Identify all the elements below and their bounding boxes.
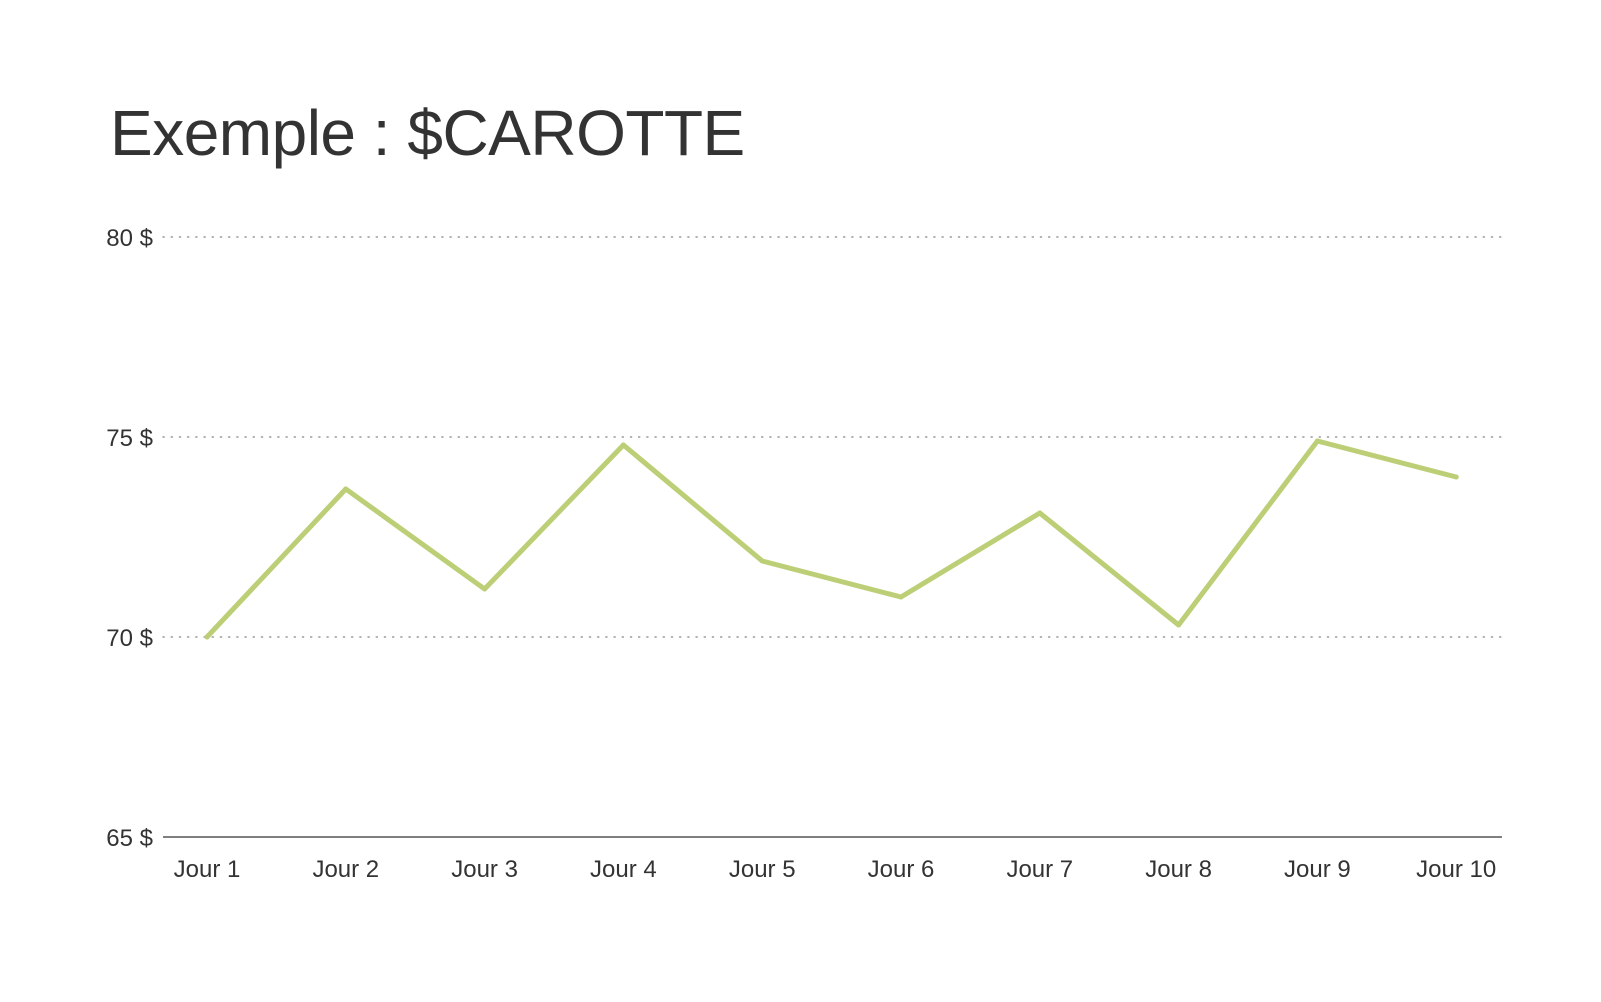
gridlines bbox=[162, 236, 1503, 838]
y-tick-label: 75 $ bbox=[106, 425, 153, 452]
data-point bbox=[620, 442, 626, 448]
data-point bbox=[1037, 510, 1043, 516]
data-point bbox=[1314, 438, 1320, 444]
y-axis: 65 $ 70 $ 75 $ 80 $ bbox=[106, 225, 153, 852]
x-tick-label: Jour 1 bbox=[174, 856, 241, 883]
x-tick-label: Jour 5 bbox=[729, 856, 796, 883]
data-point bbox=[204, 634, 210, 640]
x-tick-label: Jour 2 bbox=[312, 856, 379, 883]
data-point bbox=[1453, 474, 1459, 480]
chart-title: Exemple : $CAROTTE bbox=[110, 97, 745, 169]
data-point bbox=[759, 558, 765, 564]
x-tick-label: Jour 6 bbox=[868, 856, 935, 883]
y-tick-label: 80 $ bbox=[106, 225, 153, 252]
x-tick-label: Jour 7 bbox=[1006, 856, 1073, 883]
x-tick-label: Jour 8 bbox=[1145, 856, 1212, 883]
x-tick-label: Jour 9 bbox=[1284, 856, 1351, 883]
data-point bbox=[482, 586, 488, 592]
x-tick-label: Jour 3 bbox=[451, 856, 518, 883]
series-layer bbox=[204, 438, 1459, 640]
x-tick-label: Jour 10 bbox=[1416, 856, 1496, 883]
data-point bbox=[898, 594, 904, 600]
x-tick-label: Jour 4 bbox=[590, 856, 657, 883]
y-tick-label: 70 $ bbox=[106, 625, 153, 652]
data-point bbox=[343, 486, 349, 492]
x-axis: Jour 1 Jour 2 Jour 3 Jour 4 Jour 5 Jour 6 Jour… bbox=[174, 856, 1497, 883]
series-line bbox=[204, 438, 1459, 640]
y-tick-label: 65 $ bbox=[106, 825, 153, 852]
data-point bbox=[1176, 622, 1182, 628]
